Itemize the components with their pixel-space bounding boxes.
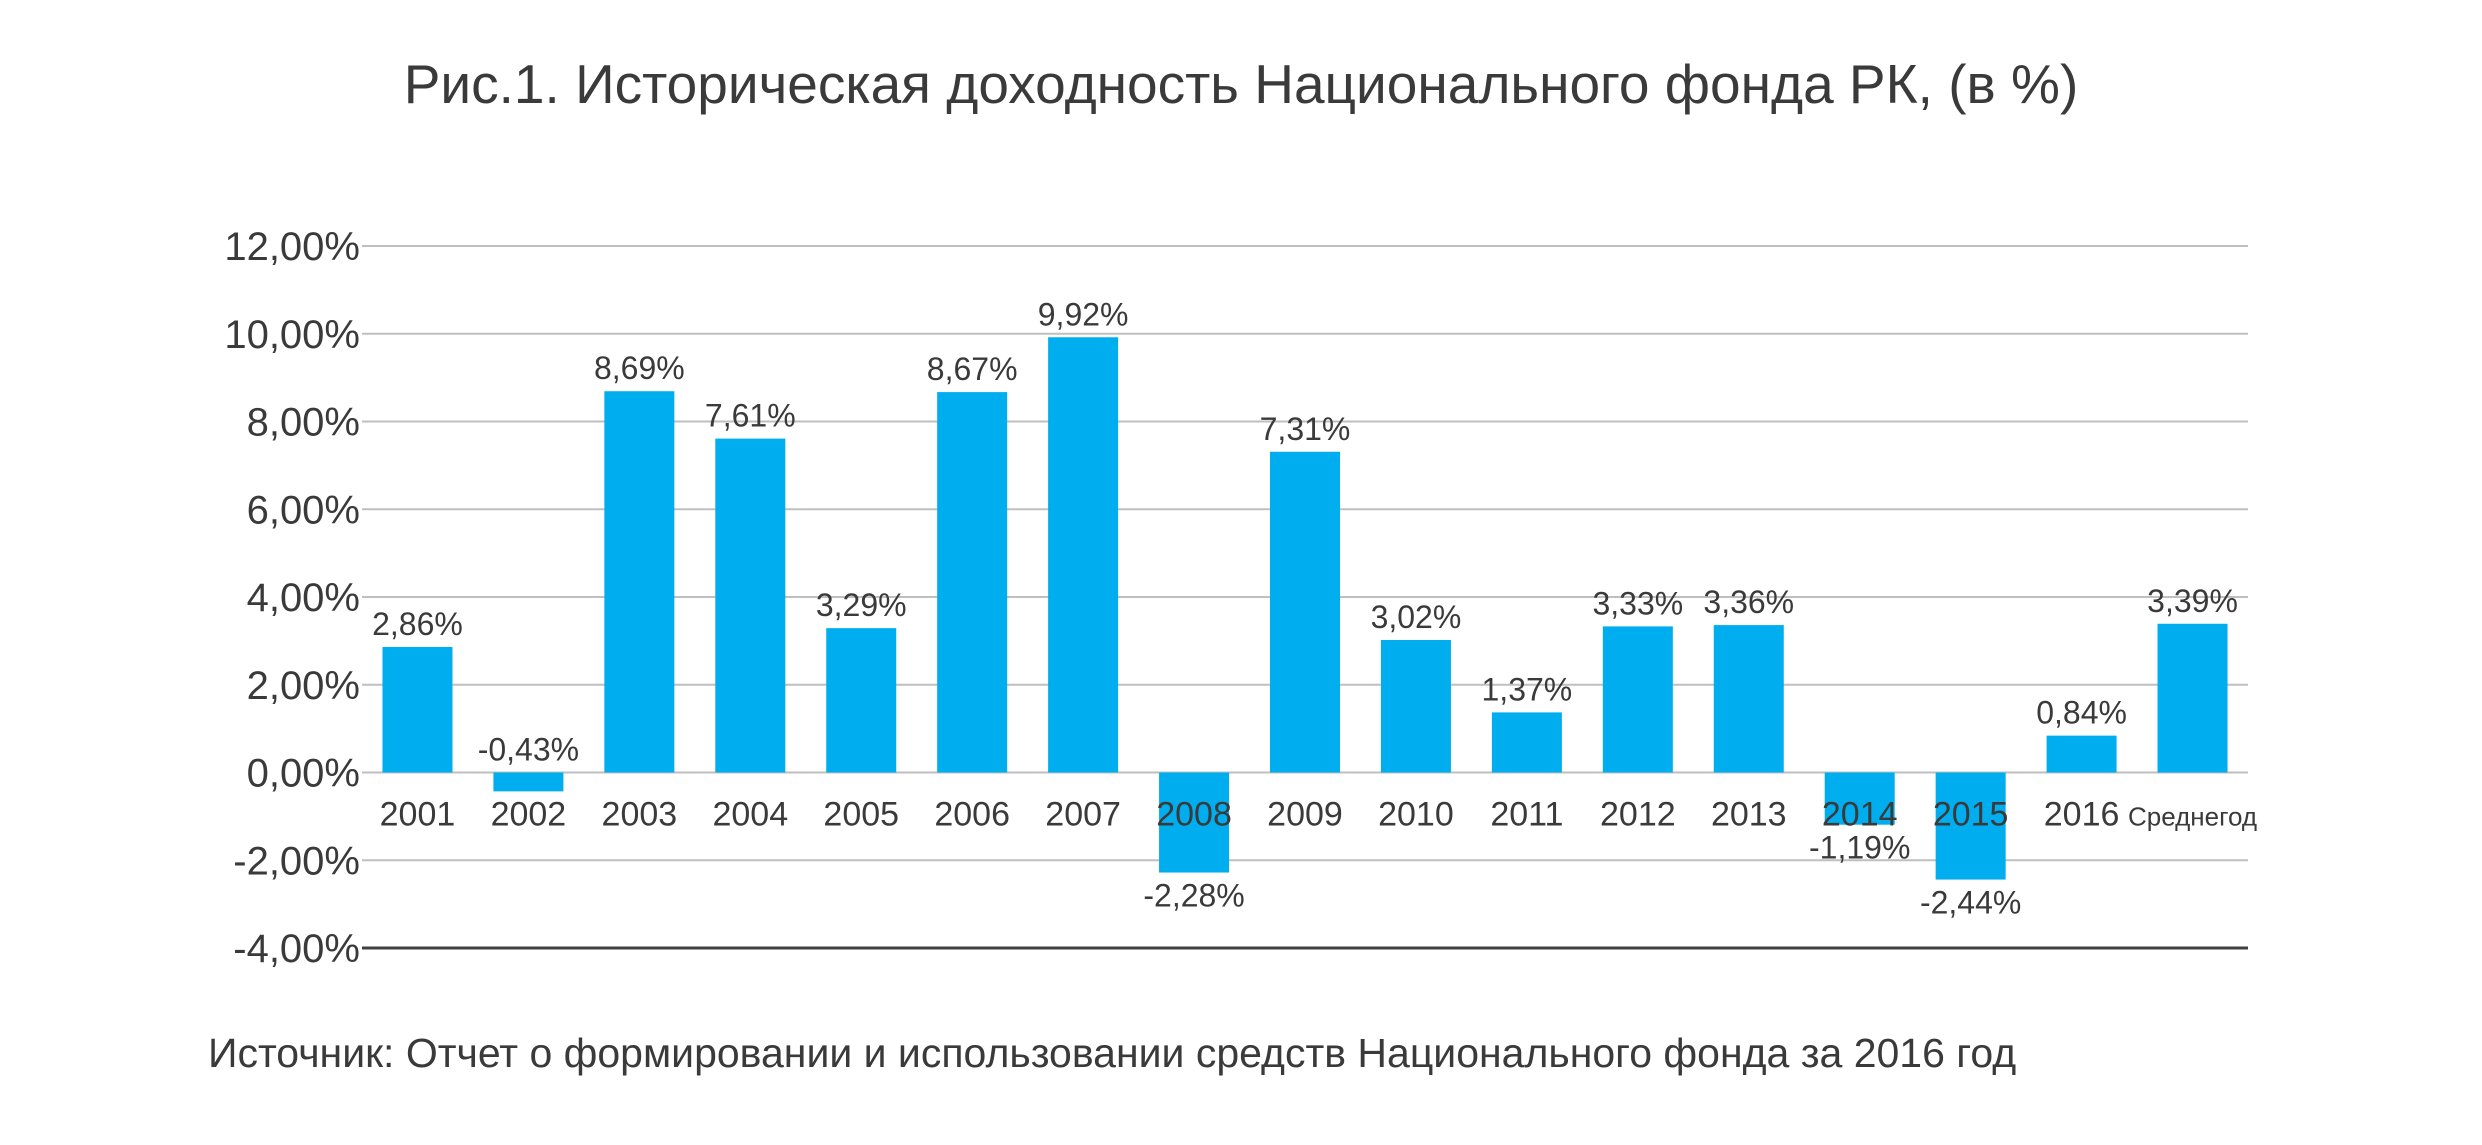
data-label: 3,02% — [1371, 599, 1462, 635]
y-tick-label: 10,00% — [224, 313, 360, 357]
x-tick-label: 2016 — [2044, 796, 2120, 834]
x-tick-label: 2004 — [712, 796, 788, 834]
bar — [1159, 772, 1230, 873]
data-label: 3,36% — [1703, 584, 1794, 620]
x-tick-label: 2006 — [934, 796, 1010, 834]
y-tick-label: -4,00% — [233, 927, 360, 971]
bar — [2157, 623, 2228, 773]
data-labels: 2,86% -0,43% 8,69% 7,61% 3,29% 8,67% 9,92% -2,2… — [372, 296, 2238, 920]
bar — [382, 647, 453, 773]
bar — [1048, 337, 1119, 773]
y-tick-label: 2,00% — [247, 664, 360, 708]
data-label: 2,86% — [372, 606, 463, 642]
data-label: -1,19% — [1809, 830, 1910, 866]
data-label: 3,39% — [2147, 583, 2238, 619]
y-tick-label: 6,00% — [247, 488, 360, 532]
data-label: 3,29% — [816, 587, 907, 623]
x-tick-label: 2011 — [1490, 796, 1563, 834]
y-tick-label: 12,00% — [224, 225, 360, 269]
x-tick-label: 2015 — [1933, 796, 2009, 834]
x-tick-label: 2005 — [823, 796, 899, 834]
bar — [937, 392, 1008, 773]
bar — [1935, 772, 2006, 880]
x-tick-label: 2013 — [1711, 796, 1787, 834]
data-label: 7,61% — [705, 398, 796, 434]
y-tick-label: 8,00% — [247, 401, 360, 445]
data-label: 8,69% — [594, 350, 685, 386]
data-label: 9,92% — [1038, 296, 1129, 332]
data-label: -2,28% — [1143, 878, 1244, 914]
bar — [1713, 625, 1784, 773]
chart-title: Рис.1. Историческая доходность Националь… — [403, 53, 2079, 115]
data-label: 8,67% — [927, 351, 1018, 387]
bar — [826, 628, 897, 773]
data-label: 7,31% — [1260, 411, 1351, 447]
x-tick-label: 2010 — [1378, 796, 1454, 834]
x-tick-label: 2008 — [1156, 796, 1232, 834]
bar — [715, 438, 786, 773]
bar — [493, 772, 564, 792]
x-axis-tick-labels: 2001 2002 2003 2004 2005 2006 2007 2008 2009 2010… — [380, 796, 2257, 834]
x-tick-label: 2012 — [1600, 796, 1676, 834]
data-label: 0,84% — [2036, 695, 2127, 731]
y-axis-tick-labels: 12,00% 10,00% 8,00% 6,00% 4,00% 2,00% 0,00% -2,… — [224, 225, 360, 971]
bar — [1380, 639, 1451, 773]
data-label: 1,37% — [1482, 671, 1573, 707]
bar — [1270, 451, 1340, 773]
x-tick-label: 2003 — [602, 796, 678, 834]
bar — [1491, 712, 1562, 773]
source-note: Источник: Отчет о формировании и использ… — [208, 1030, 2017, 1076]
y-tick-label: 0,00% — [247, 752, 360, 796]
x-tick-label: Среднегод — [2128, 802, 2257, 832]
bar — [1824, 772, 1895, 825]
bar — [1602, 626, 1673, 773]
x-tick-label: 2009 — [1267, 796, 1343, 834]
y-tick-label: -2,00% — [233, 839, 360, 883]
data-label: -0,43% — [478, 732, 579, 768]
bar — [2046, 735, 2117, 773]
y-tick-label: 4,00% — [247, 576, 360, 620]
data-label: 3,33% — [1592, 585, 1683, 621]
data-label: -2,44% — [1920, 885, 2021, 921]
x-tick-label: 2002 — [491, 796, 567, 834]
bar — [604, 391, 675, 773]
x-tick-label: 2001 — [380, 796, 456, 834]
bars — [382, 337, 2228, 880]
x-tick-label: 2014 — [1822, 796, 1898, 834]
x-tick-label: 2007 — [1045, 796, 1121, 834]
